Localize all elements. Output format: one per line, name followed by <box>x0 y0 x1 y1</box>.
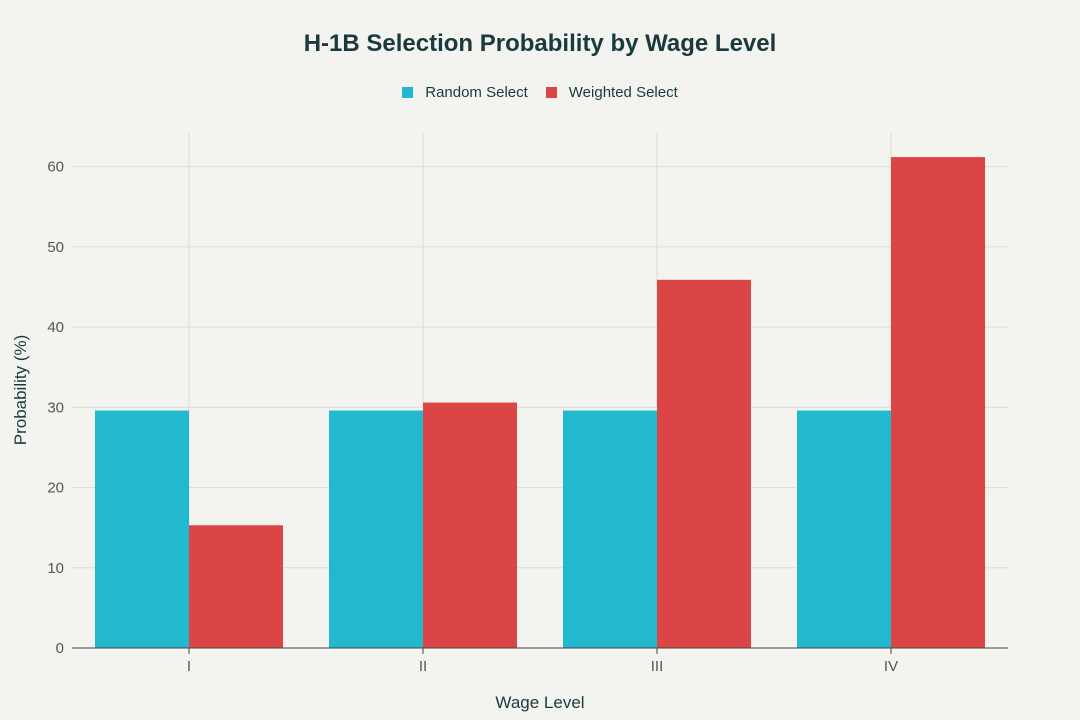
chart-title: H-1B Selection Probability by Wage Level <box>303 30 777 57</box>
y-tick-labels: 0 10 20 30 40 50 60 <box>47 159 64 657</box>
y-tick-label-40: 40 <box>47 319 64 336</box>
legend-label-random: Random Select <box>425 84 528 101</box>
legend-swatch-weighted <box>545 87 557 98</box>
y-tick-label-20: 20 <box>47 480 64 497</box>
bar-weighted-I <box>189 525 283 648</box>
bars <box>95 157 985 648</box>
x-tick-label-4: IV <box>884 658 898 675</box>
bar-random-IV <box>797 410 891 648</box>
y-tick-label-10: 10 <box>47 560 64 577</box>
bar-random-I <box>95 410 189 648</box>
y-tick-label-60: 60 <box>47 159 64 176</box>
legend-label-weighted: Weighted Select <box>568 84 678 101</box>
legend-swatch-random <box>402 87 414 98</box>
y-tick-label-50: 50 <box>47 239 64 256</box>
bar-random-II <box>329 410 423 648</box>
bar-weighted-IV <box>891 157 985 648</box>
bar-weighted-III <box>657 279 751 648</box>
legend: Random Select Weighted Select <box>0 84 1080 101</box>
y-axis-title: Probability (%) <box>11 335 30 446</box>
x-tick-label-2: II <box>419 658 427 675</box>
legend-item-random[interactable]: Random Select <box>402 84 528 101</box>
legend-item-weighted[interactable]: Weighted Select <box>545 84 678 101</box>
y-tick-label-0: 0 <box>56 640 64 657</box>
x-tick-label-3: III <box>651 658 664 675</box>
y-tick-label-30: 30 <box>47 399 64 416</box>
bar-random-III <box>563 410 657 648</box>
bar-weighted-II <box>423 402 517 648</box>
x-tick-label-1: I <box>187 658 191 675</box>
x-tick-labels: I II III IV <box>187 648 898 675</box>
x-axis-title: Wage Level <box>495 693 584 712</box>
